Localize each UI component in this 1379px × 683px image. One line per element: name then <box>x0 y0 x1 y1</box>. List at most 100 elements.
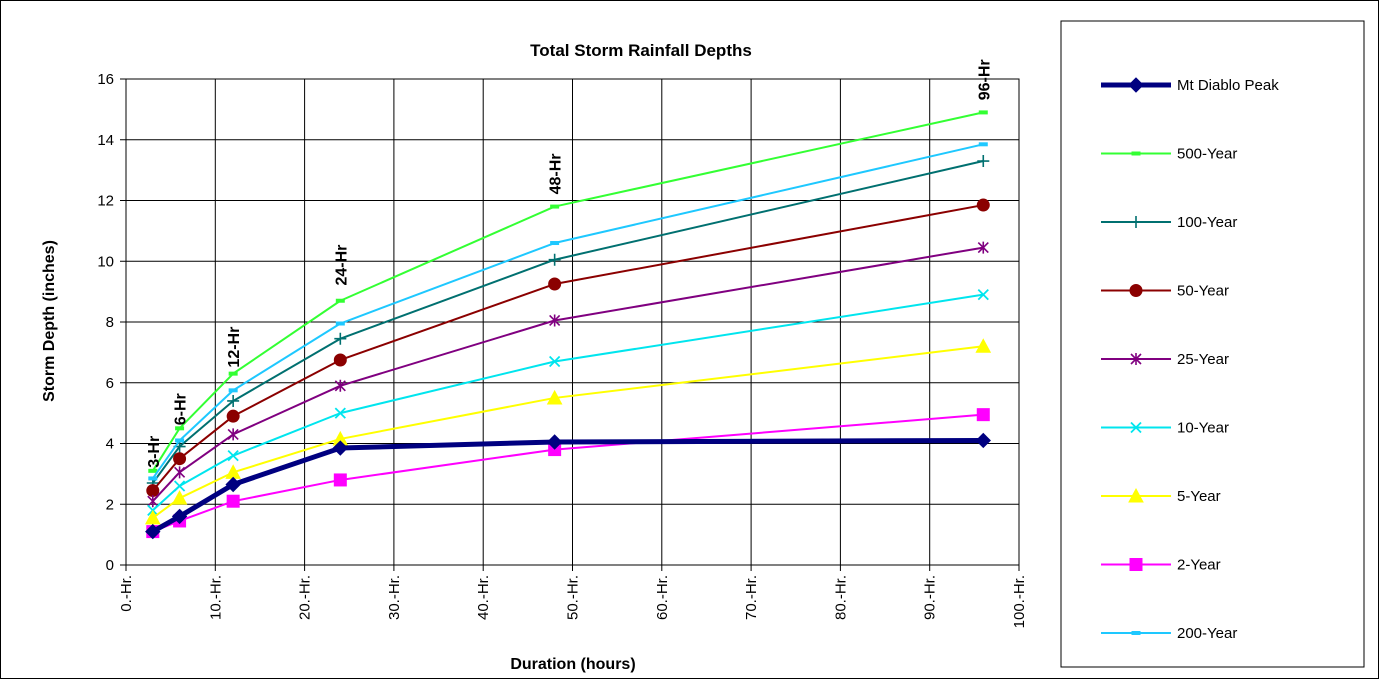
data-point-100-year <box>548 253 561 266</box>
legend-label: 25-Year <box>1177 351 1229 368</box>
y-tick-label: 0 <box>106 557 114 574</box>
data-point-500-year <box>335 298 345 303</box>
y-tick-label: 14 <box>97 132 114 149</box>
data-point-200-year <box>148 476 158 481</box>
duration-annotations: 3-Hr 6-Hr 12-Hr 24-Hr 48-Hr 96-Hr <box>146 59 993 467</box>
x-tick-label: 40.-Hr. <box>475 575 492 620</box>
x-axis-title: Duration (hours) <box>510 656 635 673</box>
legend-swatch-marker <box>1129 558 1143 571</box>
y-tick-label: 6 <box>106 375 114 392</box>
x-tick-label: 90.-Hr. <box>922 575 939 620</box>
legend-swatch-marker <box>1128 77 1144 93</box>
legend-label: 5-Year <box>1177 488 1221 505</box>
series-500-year <box>148 110 988 473</box>
data-point-mt-diablo-peak <box>225 476 241 493</box>
plot-border <box>125 78 1020 566</box>
data-point-25-year <box>549 314 561 327</box>
series-line-50-year <box>152 204 984 492</box>
axes <box>120 78 1020 571</box>
series-mt-diablo-peak <box>145 432 991 540</box>
data-point-10-year <box>334 407 346 419</box>
legend-label: 200-Year <box>1177 625 1237 642</box>
data-point-50-year <box>976 198 990 212</box>
legend-box <box>1060 20 1365 668</box>
x-tick-label: 100.-Hr. <box>1011 575 1028 628</box>
data-point-500-year <box>978 110 988 115</box>
legend-label: Mt Diablo Peak <box>1177 77 1279 94</box>
legend-label: 100-Year <box>1177 214 1237 231</box>
data-point-100-year <box>334 332 347 345</box>
data-point-2-year <box>976 408 990 422</box>
x-tick-label: 70.-Hr. <box>743 575 760 620</box>
y-tick-label: 12 <box>97 193 114 210</box>
data-point-500-year <box>175 426 185 431</box>
legend-item: 10-Year <box>1101 420 1229 437</box>
annotation-label: 12-Hr <box>226 327 243 368</box>
data-point-50-year <box>173 452 187 466</box>
annotation-label: 6-Hr <box>173 393 190 425</box>
x-tick-label: 20.-Hr. <box>297 575 314 620</box>
data-point-5-year <box>546 389 563 405</box>
legend-item: 50-Year <box>1101 283 1229 300</box>
y-tick-label: 16 <box>97 71 114 88</box>
legend-label: 2-Year <box>1177 557 1221 574</box>
data-point-25-year <box>334 379 346 392</box>
data-point-25-year <box>147 495 159 508</box>
data-point-25-year <box>227 428 239 441</box>
y-tick-label: 8 <box>106 314 114 331</box>
chart-title: Total Storm Rainfall Depths <box>530 41 752 60</box>
data-point-200-year <box>978 142 988 147</box>
series-50-year <box>146 198 990 498</box>
data-point-25-year <box>977 241 989 254</box>
legend-swatch-marker <box>1130 353 1142 365</box>
legend-item: 100-Year <box>1101 214 1237 231</box>
legend-swatch-marker <box>1131 151 1141 156</box>
legend-item: 5-Year <box>1101 487 1221 505</box>
legend-swatch-marker <box>1130 421 1142 434</box>
data-point-100-year <box>977 155 990 168</box>
legend-swatch-marker <box>1129 284 1143 297</box>
legend-item: 2-Year <box>1101 557 1221 574</box>
data-point-50-year <box>548 277 562 291</box>
series-25-year <box>147 241 989 508</box>
data-point-10-year <box>977 289 989 301</box>
series-line-500-year <box>151 111 984 472</box>
y-tick-label: 4 <box>106 436 114 453</box>
x-tick-label: 30.-Hr. <box>386 575 403 620</box>
series-10-year <box>147 289 989 516</box>
legend: Mt Diablo Peak 500-Year 100-Year 50-Year 25-… <box>1060 20 1365 668</box>
gridlines <box>125 78 1020 566</box>
series-line-200-year <box>151 143 984 480</box>
annotation-label: 24-Hr <box>333 245 350 286</box>
legend-swatch-marker <box>1128 487 1144 503</box>
data-point-50-year <box>333 353 347 367</box>
legend-label: 50-Year <box>1177 283 1229 300</box>
legend-item: 25-Year <box>1101 351 1229 368</box>
data-point-mt-diablo-peak <box>145 523 161 540</box>
data-point-500-year <box>148 468 158 473</box>
series-200-year <box>148 142 988 481</box>
data-point-200-year <box>335 321 345 326</box>
annotation-label: 3-Hr <box>146 436 163 468</box>
data-point-200-year <box>175 438 185 443</box>
x-tick-label: 0.-Hr. <box>118 575 135 612</box>
legend-item: 200-Year <box>1101 625 1237 642</box>
data-point-10-year <box>227 450 239 462</box>
legend-label: 10-Year <box>1177 420 1229 437</box>
data-point-mt-diablo-peak <box>332 440 349 456</box>
annotation-label: 48-Hr <box>548 154 565 195</box>
data-point-500-year <box>550 204 560 209</box>
data-point-5-year <box>171 490 188 505</box>
data-point-200-year <box>550 241 560 246</box>
data-point-10-year <box>549 355 561 368</box>
y-axis-title: Storm Depth (inches) <box>41 240 58 402</box>
x-tick-label: 60.-Hr. <box>654 575 671 620</box>
data-point-2-year <box>333 473 347 487</box>
y-tick-label: 2 <box>106 496 114 513</box>
data-point-25-year <box>174 466 186 479</box>
data-point-100-year <box>227 394 240 407</box>
data-point-50-year <box>146 484 160 498</box>
y-tick-label: 10 <box>97 253 114 270</box>
data-point-10-year <box>173 480 186 492</box>
